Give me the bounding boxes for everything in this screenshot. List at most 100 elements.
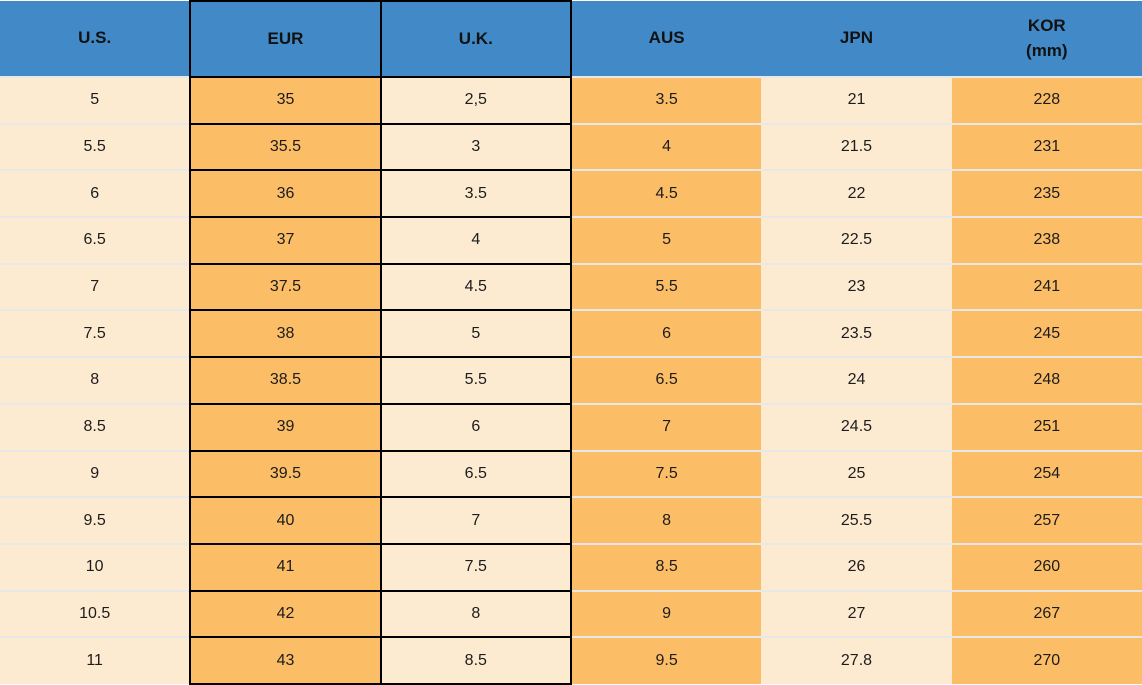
table-cell-kor: 235 [951,169,1142,218]
table-cell-eur: 40 [189,496,382,545]
table-cell-us: 9 [0,449,191,498]
table-cell-us: 8.5 [0,402,191,451]
column-header-us: U.S. [0,1,191,77]
table-cell-kor: 245 [951,309,1142,358]
column-header-aus-label: AUS [648,28,685,48]
table-cell-jpn: 27.8 [761,636,952,684]
column-header-uk-label: U.K. [458,28,493,48]
table-cell-eur: 39.5 [189,449,382,499]
column-header-jpn-label: JPN [839,28,873,48]
table-cell-aus: 5.5 [570,262,762,311]
table-cell-jpn: 26 [761,542,952,591]
table-cell-kor: 257 [951,496,1142,544]
table-cell-aus: 4 [570,122,762,171]
column-header-kor-unit: (mm) [1026,40,1068,60]
table-cell-uk: 5 [379,309,572,359]
table-cell-aus: 3.5 [570,76,762,124]
table-cell-uk: 6.5 [379,449,572,499]
table-cell-aus: 7.5 [570,449,762,498]
header-row: U.S. EUR U.K. AUS JPN KOR (mm) [0,0,1142,78]
table-row: 9.5 40 7 8 25.5 257 [0,496,1142,545]
table-cell-uk: 2,5 [379,76,572,125]
table-row: 6 36 3.5 4.5 22 235 [0,169,1142,219]
table-cell-us: 10.5 [0,589,191,638]
table-row: 6.5 37 4 5 22.5 238 [0,216,1142,265]
table-cell-kor: 251 [951,402,1142,451]
table-cell-jpn: 25.5 [761,496,952,544]
table-cell-uk: 8.5 [379,636,572,685]
table-cell-aus: 8 [570,496,762,544]
table-cell-eur: 38 [189,309,382,359]
table-cell-eur: 37.5 [189,262,382,312]
table-cell-aus: 9 [570,589,762,638]
table-cell-jpn: 22.5 [761,216,952,264]
table-body: 5 35 2,5 3.5 21 228 5.5 35.5 3 4 21.5 231 6 36 3.5 4.5 2… [0,76,1142,685]
table-cell-us: 11 [0,636,191,684]
table-cell-eur: 38.5 [189,356,382,405]
table-cell-eur: 42 [189,589,382,639]
table-row: 7.5 38 5 6 23.5 245 [0,309,1142,359]
table-row: 5 35 2,5 3.5 21 228 [0,76,1142,125]
table-cell-kor: 254 [951,449,1142,498]
table-cell-eur: 36 [189,169,382,219]
table-cell-eur: 41 [189,542,382,592]
column-header-kor-label: KOR [1027,15,1066,35]
column-header-jpn: JPN [761,1,952,77]
table-row: 9 39.5 6.5 7.5 25 254 [0,449,1142,499]
table-cell-aus: 6.5 [570,356,762,404]
table-cell-us: 9.5 [0,496,191,544]
column-header-kor: KOR (mm) [951,1,1142,77]
table-cell-jpn: 23.5 [761,309,952,358]
table-cell-eur: 35.5 [189,122,382,172]
table-cell-us: 10 [0,542,191,591]
table-cell-uk: 7 [379,496,572,545]
table-cell-kor: 267 [951,589,1142,638]
table-cell-uk: 8 [379,589,572,639]
table-cell-jpn: 24.5 [761,402,952,451]
table-cell-aus: 9.5 [570,636,762,684]
table-cell-us: 5 [0,76,191,124]
table-cell-eur: 35 [189,76,382,125]
table-cell-us: 6.5 [0,216,191,264]
table-row: 5.5 35.5 3 4 21.5 231 [0,122,1142,172]
table-row: 11 43 8.5 9.5 27.8 270 [0,636,1142,685]
table-cell-uk: 3.5 [379,169,572,219]
table-cell-kor: 270 [951,636,1142,684]
table-cell-jpn: 24 [761,356,952,404]
table-cell-jpn: 23 [761,262,952,311]
table-cell-aus: 8.5 [570,542,762,591]
table-cell-jpn: 21 [761,76,952,124]
table-row: 10.5 42 8 9 27 267 [0,589,1142,639]
table-cell-uk: 4 [379,216,572,265]
column-header-us-label: U.S. [78,28,112,48]
table-cell-aus: 5 [570,216,762,264]
table-cell-uk: 7.5 [379,542,572,592]
table-cell-us: 5.5 [0,122,191,171]
table-row: 10 41 7.5 8.5 26 260 [0,542,1142,592]
table-cell-kor: 228 [951,76,1142,124]
table-cell-us: 7.5 [0,309,191,358]
column-header-uk: U.K. [379,0,572,78]
table-cell-kor: 231 [951,122,1142,171]
table-cell-us: 7 [0,262,191,311]
table-row: 8.5 39 6 7 24.5 251 [0,402,1142,452]
column-header-eur-label: EUR [267,28,304,48]
table-row: 7 37.5 4.5 5.5 23 241 [0,262,1142,312]
table-row: 8 38.5 5.5 6.5 24 248 [0,356,1142,405]
table-cell-kor: 248 [951,356,1142,404]
table-cell-uk: 3 [379,122,572,172]
table-cell-eur: 43 [189,636,382,685]
table-cell-jpn: 21.5 [761,122,952,171]
table-cell-us: 6 [0,169,191,218]
column-header-eur: EUR [189,0,382,78]
table-cell-eur: 37 [189,216,382,265]
column-header-aus: AUS [570,1,762,77]
table-cell-kor: 260 [951,542,1142,591]
table-cell-jpn: 25 [761,449,952,498]
table-cell-eur: 39 [189,402,382,452]
table-cell-kor: 241 [951,262,1142,311]
table-cell-jpn: 22 [761,169,952,218]
table-cell-jpn: 27 [761,589,952,638]
table-cell-kor: 238 [951,216,1142,264]
